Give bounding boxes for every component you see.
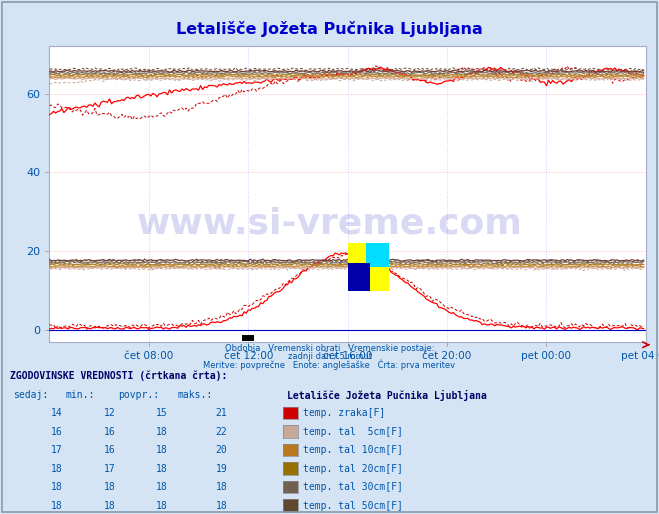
Text: 18: 18 bbox=[156, 445, 168, 455]
Text: Letališče Jožeta Pučnika Ljubljana: Letališče Jožeta Pučnika Ljubljana bbox=[176, 21, 483, 36]
Text: www.si-vreme.com: www.si-vreme.com bbox=[136, 207, 523, 241]
Text: Letališče Jožeta Pučnika Ljubljana: Letališče Jožeta Pučnika Ljubljana bbox=[287, 390, 486, 400]
Bar bbox=[348, 263, 370, 290]
Text: min.:: min.: bbox=[66, 390, 96, 399]
Text: 16: 16 bbox=[103, 445, 115, 455]
Text: 17: 17 bbox=[51, 445, 63, 455]
Text: 17: 17 bbox=[103, 464, 115, 473]
Text: 18: 18 bbox=[156, 427, 168, 436]
Text: zadnji dan / 5 minut: zadnji dan / 5 minut bbox=[287, 352, 372, 361]
Text: 18: 18 bbox=[215, 501, 227, 510]
Bar bbox=[348, 243, 389, 290]
Text: 14: 14 bbox=[51, 408, 63, 418]
Text: ZGODOVINSKE VREDNOSTI (črtkana črta):: ZGODOVINSKE VREDNOSTI (črtkana črta): bbox=[10, 370, 227, 380]
Text: temp. zraka[F]: temp. zraka[F] bbox=[303, 408, 386, 418]
Text: temp. tal  5cm[F]: temp. tal 5cm[F] bbox=[303, 427, 403, 436]
Text: temp. tal 30cm[F]: temp. tal 30cm[F] bbox=[303, 482, 403, 492]
Text: 21: 21 bbox=[215, 408, 227, 418]
Text: 12: 12 bbox=[103, 408, 115, 418]
Text: 15: 15 bbox=[156, 408, 168, 418]
Text: 18: 18 bbox=[51, 464, 63, 473]
Text: 18: 18 bbox=[156, 501, 168, 510]
Text: 18: 18 bbox=[215, 482, 227, 492]
Text: maks.:: maks.: bbox=[178, 390, 213, 399]
Text: 16: 16 bbox=[51, 427, 63, 436]
Text: 16: 16 bbox=[103, 427, 115, 436]
Text: 18: 18 bbox=[103, 501, 115, 510]
Text: 18: 18 bbox=[156, 464, 168, 473]
Text: 19: 19 bbox=[215, 464, 227, 473]
Text: Obdobja   Vremenski obrati   Vremenskie postaje:: Obdobja Vremenski obrati Vremenskie post… bbox=[225, 344, 434, 354]
Bar bbox=[242, 335, 254, 341]
Bar bbox=[366, 243, 389, 267]
Text: 22: 22 bbox=[215, 427, 227, 436]
Text: temp. tal 50cm[F]: temp. tal 50cm[F] bbox=[303, 501, 403, 510]
Text: temp. tal 10cm[F]: temp. tal 10cm[F] bbox=[303, 445, 403, 455]
Text: temp. tal 20cm[F]: temp. tal 20cm[F] bbox=[303, 464, 403, 473]
Text: Meritve: povprečne   Enote: anglešaške   Črta: prva meritev: Meritve: povprečne Enote: anglešaške Črt… bbox=[204, 360, 455, 370]
Text: 18: 18 bbox=[103, 482, 115, 492]
Text: 18: 18 bbox=[51, 501, 63, 510]
Text: sedaj:: sedaj: bbox=[13, 390, 48, 399]
Text: 18: 18 bbox=[156, 482, 168, 492]
Text: 18: 18 bbox=[51, 482, 63, 492]
Text: povpr.:: povpr.: bbox=[119, 390, 159, 399]
Text: 20: 20 bbox=[215, 445, 227, 455]
